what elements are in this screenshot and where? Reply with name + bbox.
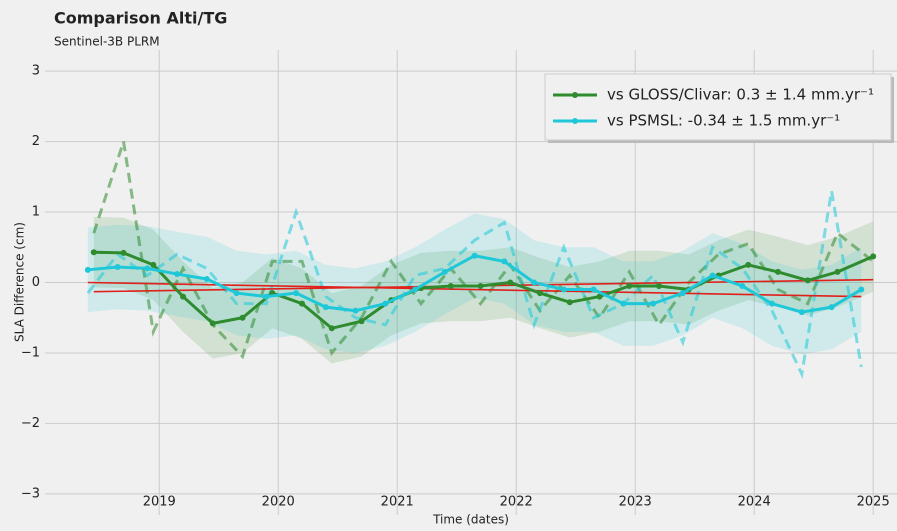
point [858, 286, 865, 293]
point [322, 304, 329, 311]
point [507, 279, 514, 286]
raw-line [86, 190, 863, 380]
point [501, 258, 508, 265]
x-tick-label: 2022 [500, 495, 533, 510]
point [150, 261, 157, 268]
point [798, 309, 805, 316]
point [441, 268, 448, 275]
point [775, 268, 782, 275]
point [560, 286, 567, 293]
point [293, 290, 300, 297]
point [590, 286, 597, 293]
point [233, 290, 240, 297]
point [769, 300, 776, 307]
point [180, 293, 187, 300]
point [656, 283, 663, 290]
point [471, 252, 478, 259]
plot: −3 −2 −1 0 1 2 3 2019 2020 2021 2022 2023 2024 2025 vs… [21, 50, 897, 515]
y-tick-label: 3 [32, 64, 40, 79]
point [620, 300, 627, 307]
x-tick-label: 2021 [381, 495, 414, 510]
point [870, 253, 877, 260]
y-tick-label: 0 [32, 275, 40, 290]
x-tick-label: 2023 [619, 495, 652, 510]
point [174, 271, 181, 278]
point [120, 249, 127, 256]
point [477, 283, 484, 290]
confidence-band [87, 213, 862, 355]
y-tick-label: −2 [21, 416, 40, 431]
point [358, 318, 365, 325]
x-tick-label: 2020 [262, 495, 295, 510]
chart-title: Comparison Alti/TG [54, 9, 227, 28]
point [209, 320, 216, 327]
point [263, 293, 270, 300]
raw-line [92, 141, 875, 360]
point [679, 290, 686, 297]
point [239, 314, 246, 321]
point [650, 300, 657, 307]
y-axis-label: SLA Difference (cm) [13, 222, 27, 342]
chart-subtitle: Sentinel-3B PLRM [54, 35, 160, 49]
point [382, 300, 389, 307]
legend-marker [572, 118, 578, 124]
y-tick-label: 2 [32, 134, 40, 149]
point [114, 264, 121, 270]
point [709, 272, 716, 279]
legend-label: vs GLOSS/Clivar: 0.3 ± 1.4 mm.yr⁻¹ [607, 86, 874, 104]
point [299, 300, 306, 307]
point [834, 268, 841, 275]
point [144, 265, 151, 272]
point [745, 261, 752, 268]
x-axis-label: Time (dates) [432, 513, 509, 527]
point [328, 325, 335, 332]
point [84, 266, 91, 273]
point [626, 283, 633, 290]
point [804, 277, 811, 284]
point [203, 275, 210, 282]
x-tick-label: 2019 [143, 495, 176, 510]
point [352, 307, 359, 314]
x-tick-label: 2024 [738, 495, 771, 510]
point [596, 293, 603, 300]
y-tick-label: −1 [21, 345, 40, 360]
legend: vs GLOSS/Clivar: 0.3 ± 1.4 mm.yr⁻¹ vs PSM… [544, 73, 894, 143]
legend-label: vs PSMSL: -0.34 ± 1.5 mm.yr⁻¹ [607, 112, 840, 130]
legend-box [544, 73, 892, 141]
y-tick-label: 1 [32, 205, 40, 220]
point [566, 299, 573, 306]
y-tick-label: −3 [21, 486, 40, 501]
point [537, 290, 544, 297]
x-tick-label: 2025 [857, 495, 890, 510]
point [447, 283, 454, 290]
legend-marker [572, 92, 578, 98]
point [90, 249, 97, 256]
point [739, 283, 746, 290]
point [531, 279, 538, 286]
point [412, 286, 419, 293]
point [828, 304, 835, 311]
